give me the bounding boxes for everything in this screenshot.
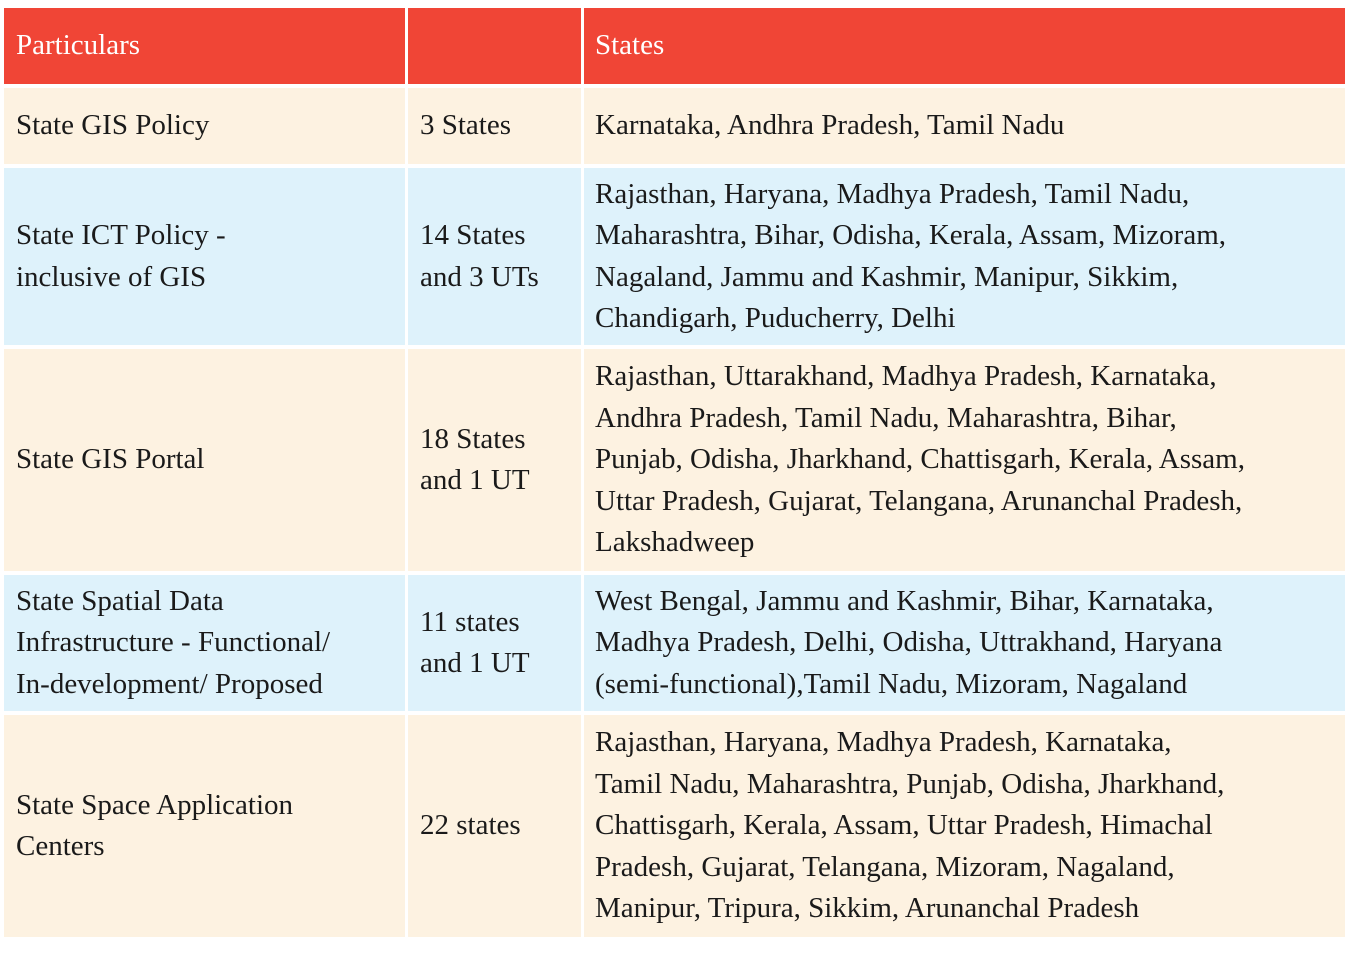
row-5-count: 22 states	[408, 715, 581, 937]
row-4-particulars: State Spatial Data Infrastructure - Func…	[4, 575, 405, 711]
row-2-particulars: State ICT Policy - inclusive of GIS	[4, 168, 405, 345]
row-1-states: Karnataka, Andhra Pradesh, Tamil Nadu	[584, 88, 1345, 164]
row-5-particulars: State Space Application Centers	[4, 715, 405, 937]
row-3-states: Rajasthan, Uttarakhand, Madhya Pradesh, …	[584, 349, 1345, 571]
header-particulars: Particulars	[4, 8, 405, 84]
row-1-count: 3 States	[408, 88, 581, 164]
row-5-states: Rajasthan, Haryana, Madhya Pradesh, Karn…	[584, 715, 1345, 937]
header-count	[408, 8, 581, 84]
row-4-count: 11 states and 1 UT	[408, 575, 581, 711]
row-3-count: 18 States and 1 UT	[408, 349, 581, 571]
row-2-states: Rajasthan, Haryana, Madhya Pradesh, Tami…	[584, 168, 1345, 345]
row-1-particulars: State GIS Policy	[4, 88, 405, 164]
row-4-states: West Bengal, Jammu and Kashmir, Bihar, K…	[584, 575, 1345, 711]
row-3-particulars: State GIS Portal	[4, 349, 405, 571]
row-2-count: 14 States and 3 UTs	[408, 168, 581, 345]
header-states: States	[584, 8, 1345, 84]
state-gis-table: Particulars States State GIS Policy 3 St…	[4, 8, 1345, 937]
